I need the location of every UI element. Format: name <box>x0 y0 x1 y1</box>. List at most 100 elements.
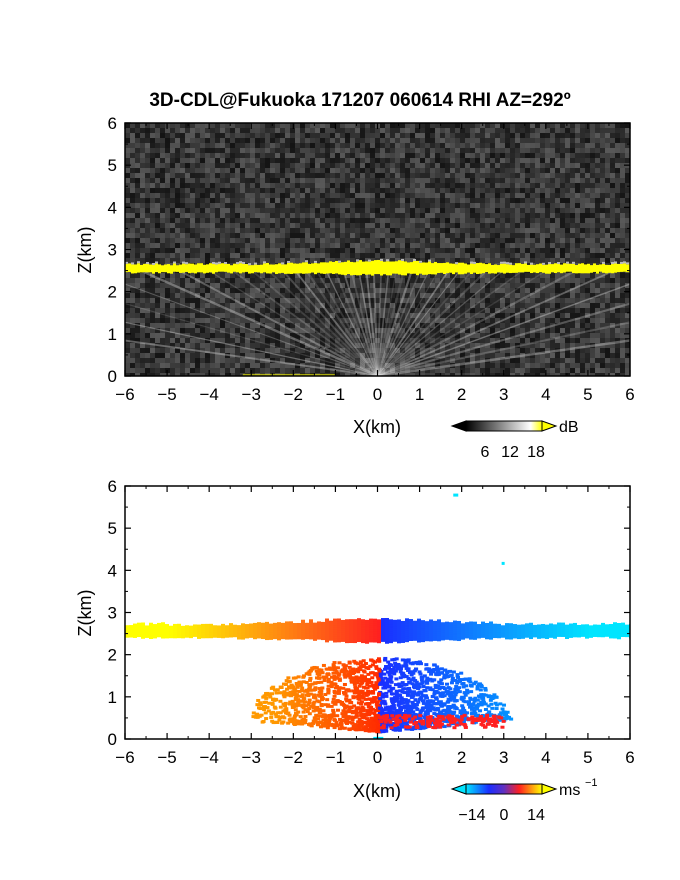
noise-cell <box>220 293 225 298</box>
noise-cell <box>265 323 270 328</box>
noise-cell <box>295 313 300 318</box>
noise-cell <box>520 313 525 318</box>
noise-cell <box>570 298 575 303</box>
noise-cell <box>430 278 435 283</box>
noise-cell <box>570 348 575 353</box>
noise-cell <box>375 313 380 318</box>
noise-cell <box>220 278 225 283</box>
noise-cell <box>340 363 345 368</box>
noise-cell <box>170 338 175 343</box>
noise-cell <box>620 273 625 278</box>
noise-cell <box>500 343 505 348</box>
noise-cell <box>435 328 440 333</box>
noise-cell <box>150 278 155 283</box>
noise-cell <box>525 298 530 303</box>
noise-cell <box>545 358 550 363</box>
noise-cell <box>480 348 485 353</box>
noise-cell <box>545 333 550 338</box>
noise-cell <box>500 278 505 283</box>
noise-cell <box>210 328 215 333</box>
noise-cell <box>585 333 590 338</box>
noise-cell <box>490 308 495 313</box>
noise-cell <box>245 308 250 313</box>
noise-cell <box>315 273 320 278</box>
noise-cell <box>445 318 450 323</box>
noise-cell <box>335 363 340 368</box>
noise-cell <box>310 358 315 363</box>
noise-cell <box>305 303 310 308</box>
noise-cell <box>390 333 395 338</box>
noise-cell <box>505 288 510 293</box>
noise-cell <box>575 278 580 283</box>
noise-cell <box>190 323 195 328</box>
noise-cell <box>245 283 250 288</box>
noise-cell <box>585 353 590 358</box>
noise-cell <box>265 333 270 338</box>
noise-cell <box>500 313 505 318</box>
noise-cell <box>330 358 335 363</box>
noise-cell <box>575 283 580 288</box>
noise-cell <box>490 283 495 288</box>
noise-cell <box>625 358 630 363</box>
noise-cell <box>285 283 290 288</box>
noise-cell <box>230 308 235 313</box>
noise-cell <box>235 278 240 283</box>
noise-cell <box>365 318 370 323</box>
noise-cell <box>375 288 380 293</box>
noise-cell <box>295 348 300 353</box>
noise-cell <box>465 358 470 363</box>
noise-cell <box>165 303 170 308</box>
noise-cell <box>225 308 230 313</box>
noise-cell <box>445 313 450 318</box>
noise-cell <box>540 283 545 288</box>
noise-cell <box>460 328 465 333</box>
noise-cell <box>180 278 185 283</box>
noise-cell <box>510 343 515 348</box>
noise-cell <box>625 333 630 338</box>
noise-cell <box>465 313 470 318</box>
noise-cell <box>370 338 375 343</box>
noise-cell <box>495 278 500 283</box>
noise-cell <box>480 273 485 278</box>
noise-cell <box>315 313 320 318</box>
noise-cell <box>140 363 145 368</box>
noise-cell <box>360 273 365 278</box>
noise-cell <box>425 293 430 298</box>
noise-cell <box>285 298 290 303</box>
noise-cell <box>375 363 380 368</box>
noise-cell <box>235 298 240 303</box>
noise-cell <box>425 333 430 338</box>
noise-cell <box>310 278 315 283</box>
noise-cell <box>295 328 300 333</box>
noise-cell <box>625 283 630 288</box>
noise-cell <box>395 288 400 293</box>
noise-cell <box>335 368 340 373</box>
noise-cell <box>315 368 320 373</box>
noise-cell <box>195 283 200 288</box>
noise-cell <box>345 358 350 363</box>
noise-cell <box>545 318 550 323</box>
noise-cell <box>210 288 215 293</box>
noise-cell <box>500 353 505 358</box>
noise-cell <box>620 293 625 298</box>
noise-cell <box>175 278 180 283</box>
noise-cell <box>265 343 270 348</box>
noise-cell <box>530 363 535 368</box>
noise-cell <box>505 298 510 303</box>
noise-cell <box>280 333 285 338</box>
noise-cell <box>200 303 205 308</box>
noise-cell <box>420 283 425 288</box>
noise-cell <box>245 333 250 338</box>
noise-cell <box>425 273 430 278</box>
noise-cell <box>510 363 515 368</box>
noise-cell <box>165 348 170 353</box>
noise-cell <box>160 348 165 353</box>
noise-cell <box>525 288 530 293</box>
noise-cell <box>550 278 555 283</box>
noise-cell <box>290 333 295 338</box>
noise-cell <box>190 348 195 353</box>
noise-cell <box>540 273 545 278</box>
noise-cell <box>330 308 335 313</box>
noise-cell <box>355 358 360 363</box>
noise-cell <box>375 353 380 358</box>
